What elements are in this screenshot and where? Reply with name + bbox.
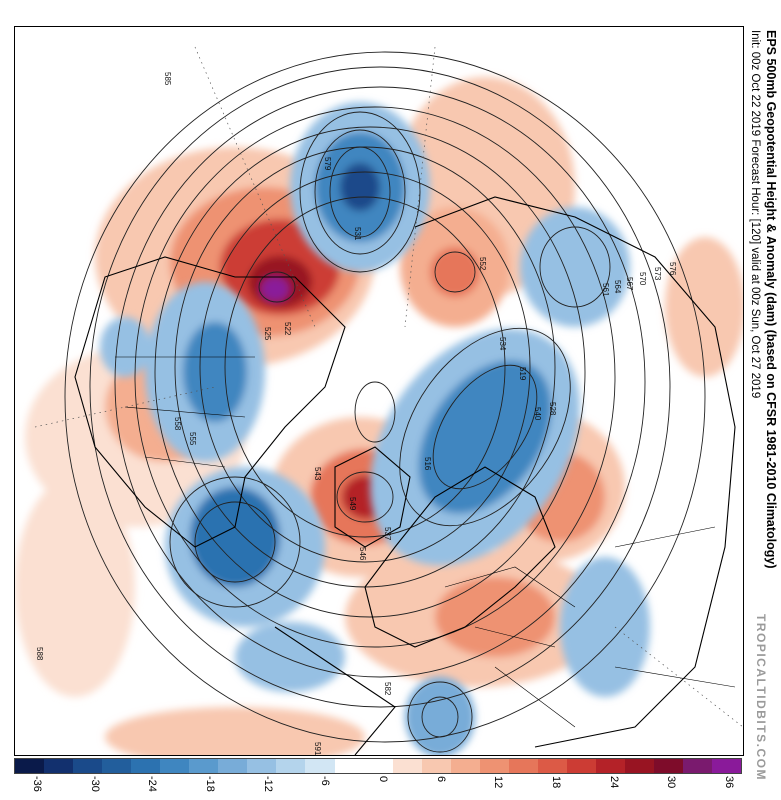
colorbar-swatch bbox=[305, 759, 335, 773]
contour-label: 528 bbox=[548, 402, 557, 416]
contour-label: 561 bbox=[601, 283, 610, 297]
contour-label: 534 bbox=[498, 337, 507, 351]
colorbar-tick-label: 24 bbox=[607, 776, 620, 789]
contour-label: 570 bbox=[638, 272, 647, 286]
contour-label: 555 bbox=[188, 432, 197, 446]
anomaly-map: 588 585 579 576 573 570 567 564 561 558 … bbox=[15, 46, 743, 755]
colorbar-swatch bbox=[683, 759, 713, 773]
colorbar-swatch bbox=[712, 759, 742, 773]
colorbar-swatch bbox=[73, 759, 103, 773]
colorbar-swatch bbox=[218, 759, 248, 773]
colorbar-tick-label: -18 bbox=[204, 776, 216, 792]
colorbar-swatch bbox=[131, 759, 161, 773]
colorbar-swatch bbox=[537, 759, 567, 773]
colorbar-tick-label: -24 bbox=[146, 776, 159, 792]
contour-label: 531 bbox=[353, 227, 362, 241]
contour-label: 537 bbox=[383, 527, 392, 541]
country-borders bbox=[115, 356, 736, 728]
colorbar-tick-label: 12 bbox=[492, 776, 505, 789]
colorbar-swatch bbox=[479, 759, 509, 773]
colorbar-swatch bbox=[276, 759, 306, 773]
colorbar-swatch bbox=[102, 759, 132, 773]
colorbar-tick-label: -12 bbox=[261, 776, 274, 792]
colorbar-labels: -36 -30 -24 -18 -12 -6 0 6 12 18 24 30 36 bbox=[14, 776, 742, 796]
contour-label: 522 bbox=[283, 322, 292, 336]
contour-label: 558 bbox=[173, 417, 182, 431]
colorbar-tick-label: 0 bbox=[377, 776, 389, 783]
contour-label: 540 bbox=[533, 407, 542, 421]
colorbar-swatch bbox=[160, 759, 190, 773]
contour-label: 588 bbox=[35, 647, 44, 661]
colorbar-tick-label: -36 bbox=[31, 776, 43, 792]
colorbar-swatch bbox=[363, 759, 393, 773]
colorbar-tick-label: 18 bbox=[550, 776, 562, 789]
contour-label: 519 bbox=[518, 367, 527, 381]
watermark: TROPICALTIDBITS.COM bbox=[754, 614, 768, 781]
colorbar-tick-label: 30 bbox=[665, 776, 678, 789]
contour-label: 516 bbox=[423, 457, 432, 471]
colorbar-tick-label: -6 bbox=[319, 776, 332, 786]
colorbar-swatch bbox=[334, 759, 364, 773]
colorbar bbox=[14, 758, 742, 774]
contour-label: 543 bbox=[313, 467, 322, 481]
contour-label: 546 bbox=[358, 547, 367, 561]
colorbar-tick-label: -30 bbox=[88, 776, 101, 792]
contour-label: 591 bbox=[313, 742, 322, 755]
colorbar-swatch bbox=[508, 759, 538, 773]
colorbar-tick-label: 36 bbox=[723, 776, 735, 789]
contour-label-group: 588 585 579 576 573 570 567 564 561 558 … bbox=[35, 72, 677, 755]
colorbar-swatch bbox=[624, 759, 655, 773]
colorbar-swatch bbox=[450, 759, 480, 773]
contour-label: 567 bbox=[625, 277, 634, 291]
colorbar-swatch bbox=[392, 759, 422, 773]
colorbar-swatch bbox=[421, 759, 451, 773]
height-contours bbox=[64, 51, 706, 753]
negative-anomalies bbox=[100, 102, 650, 755]
map-panel: 588 585 579 576 573 570 567 564 561 558 … bbox=[14, 26, 744, 756]
graticule bbox=[34, 46, 743, 728]
contour-label: 549 bbox=[348, 497, 357, 511]
colorbar-tick-label: 6 bbox=[434, 776, 447, 783]
contour-label: 564 bbox=[613, 280, 622, 294]
contour-label: 525 bbox=[263, 327, 272, 341]
colorbar-swatch bbox=[595, 759, 625, 773]
colorbar-swatch bbox=[247, 759, 277, 773]
coastlines bbox=[74, 196, 736, 755]
contour-label: 576 bbox=[668, 262, 677, 276]
colorbar-swatch bbox=[654, 759, 684, 773]
contour-label: 585 bbox=[163, 72, 172, 86]
colorbar-swatch bbox=[189, 759, 219, 773]
colorbar-swatch bbox=[566, 759, 596, 773]
contour-label: 582 bbox=[383, 682, 392, 696]
contour-label: 579 bbox=[323, 157, 332, 171]
colorbar-swatch bbox=[15, 759, 45, 773]
contour-label: 573 bbox=[653, 267, 662, 281]
colorbar-swatch bbox=[44, 759, 74, 773]
contour-label: 552 bbox=[478, 257, 487, 271]
